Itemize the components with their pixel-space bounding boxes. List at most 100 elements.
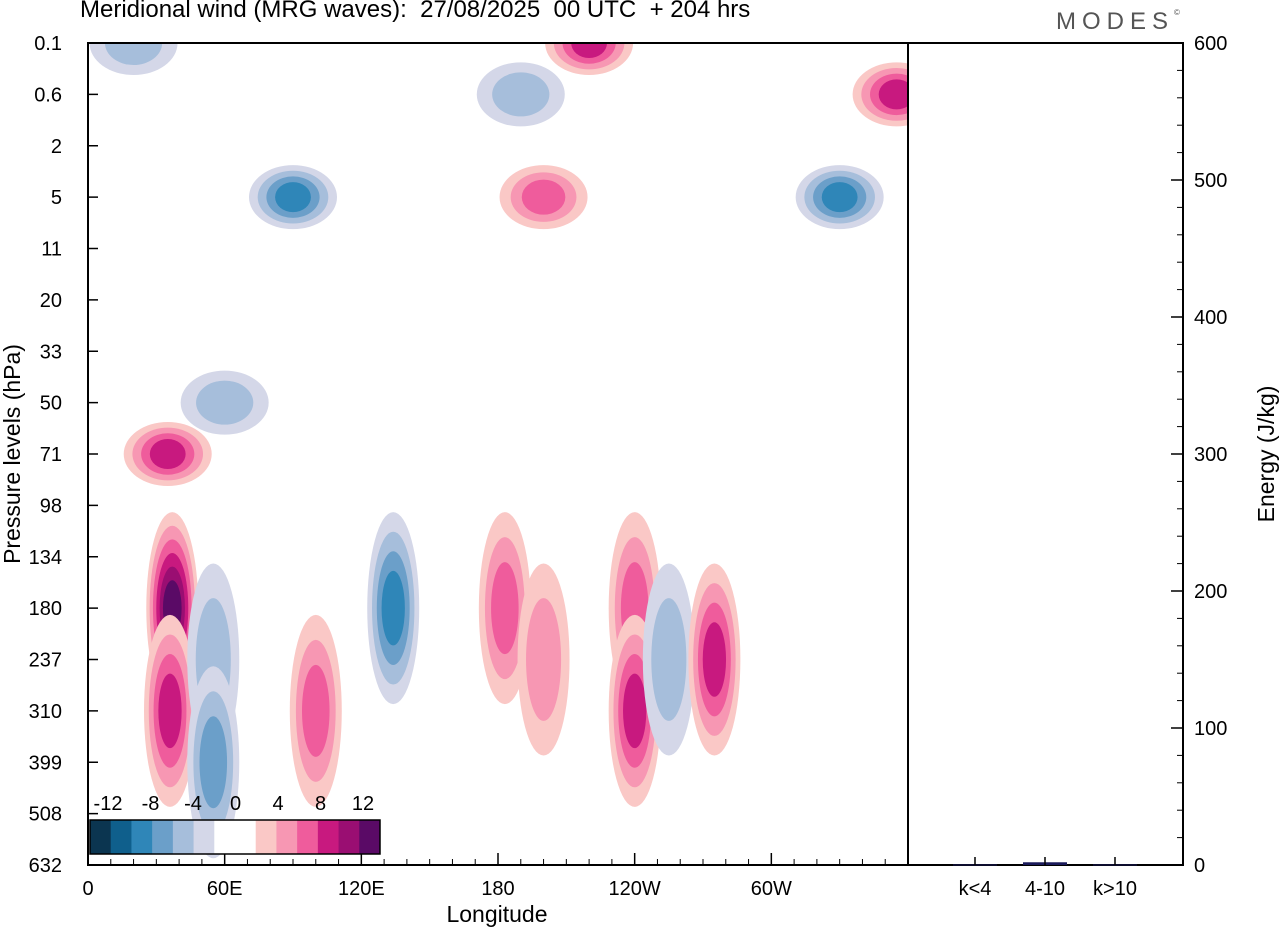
heatmap-feature <box>545 43 634 75</box>
x-tick-label: 120E <box>338 878 385 900</box>
category-label: 4-10 <box>1025 878 1065 900</box>
colorbar-swatch <box>90 820 112 854</box>
colorbar-swatch <box>110 820 132 854</box>
colorbar-swatch <box>338 820 360 854</box>
heatmap-contour <box>275 182 311 213</box>
colorbar-label: 4 <box>272 793 283 815</box>
y-tick-label: 5 <box>51 187 62 209</box>
heatmap-contour <box>623 673 647 749</box>
x-tick-label: 180 <box>481 878 514 900</box>
x-tick-label: 60W <box>751 878 792 900</box>
x-axis-label: Longitude <box>446 901 547 927</box>
colorbar: -12 -8 -4 0 4 8 12 <box>89 793 381 855</box>
y-tick-label: 508 <box>29 804 62 826</box>
energy-tick-label: 300 <box>1194 444 1227 466</box>
colorbar-swatch <box>276 820 298 854</box>
heatmap-feature <box>89 43 178 75</box>
y-tick-label: 50 <box>40 393 62 415</box>
y-tick-label: 2 <box>51 136 62 158</box>
colorbar-swatch <box>193 820 215 854</box>
heatmap-feature <box>476 62 565 127</box>
x-tick-label: 60E <box>207 878 243 900</box>
category-label: k>10 <box>1093 878 1137 900</box>
heatmap-contour <box>381 570 405 646</box>
brand-logo: MODES© <box>1056 8 1180 35</box>
heatmap-contour <box>878 79 908 110</box>
heatmap-contour <box>702 622 727 697</box>
heatmap-feature <box>852 62 908 127</box>
chart-title: Meridional wind (MRG waves): 27/08/2025 … <box>80 0 751 23</box>
heatmap-contour <box>149 438 186 470</box>
heatmap-contour <box>491 562 519 655</box>
heatmap-feature <box>517 563 570 756</box>
colorbar-label: -12 <box>94 793 123 815</box>
heatmap-contour <box>199 716 228 809</box>
heatmap-contour <box>492 72 550 117</box>
heatmap-contour <box>821 182 858 213</box>
y-tick-label: 632 <box>29 855 62 877</box>
x-tick-label: 120W <box>609 878 661 900</box>
energy-tick-label: 400 <box>1194 307 1227 329</box>
energy-tick-label: 600 <box>1194 33 1227 55</box>
energy-tick-label: 0 <box>1194 855 1205 877</box>
y-tick-label: 20 <box>40 290 62 312</box>
colorbar-swatch <box>214 820 236 854</box>
category-label: k<4 <box>959 878 992 900</box>
colorbar-label: -8 <box>142 793 160 815</box>
colorbar-swatch <box>152 820 174 854</box>
heatmap-feature <box>289 614 342 807</box>
y-tick-label: 237 <box>29 650 62 672</box>
y-tick-label: 180 <box>29 598 62 620</box>
heatmap-contour <box>302 664 330 757</box>
y-tick-label: 98 <box>40 495 62 517</box>
heatmap-feature <box>367 512 420 705</box>
heatmap-feature <box>499 165 588 230</box>
heatmap-contour <box>526 598 562 721</box>
heatmap-feature <box>144 614 196 807</box>
heatmap-contour <box>521 179 566 215</box>
colorbar-swatch <box>172 820 195 854</box>
y-tick-label: 134 <box>29 547 62 569</box>
energy-tick-label: 500 <box>1194 170 1227 192</box>
y-axis-label: Pressure levels (hPa) <box>0 344 25 564</box>
colorbar-label: 8 <box>315 793 326 815</box>
colorbar-swatch <box>359 820 381 854</box>
heatmap-area <box>89 43 908 859</box>
colorbar-swatch <box>131 820 153 854</box>
colorbar-swatch <box>235 820 257 854</box>
y-tick-label: 0.6 <box>34 84 62 106</box>
colorbar-swatch <box>297 820 319 854</box>
pressure-axis: 0.1 0.6 2 5 11 20 33 50 71 98 134 180 237 310 399 508 63… <box>29 33 98 877</box>
colorbar-frame <box>89 819 381 855</box>
heatmap-contour <box>571 43 608 59</box>
heatmap-feature <box>249 165 337 230</box>
colorbar-label: 12 <box>352 793 374 815</box>
heatmap-feature <box>187 666 240 859</box>
longitude-axis: 0 60E 120E 180 120W 60W <box>82 853 886 900</box>
y-tick-label: 399 <box>29 752 62 774</box>
y-tick-label: 0.1 <box>34 33 62 55</box>
heatmap-contour <box>104 43 163 65</box>
colorbar-swatch <box>317 820 340 854</box>
energy-bars: k<4 4-10 k>10 <box>953 857 1137 900</box>
colorbar-label: 0 <box>230 793 241 815</box>
y-tick-label: 310 <box>29 701 62 723</box>
y-tick-label: 71 <box>40 444 62 466</box>
heatmap-contour <box>651 598 687 721</box>
y-tick-label: 33 <box>40 341 62 363</box>
energy-axis: 0 100 200 300 400 500 600 <box>1171 33 1227 877</box>
heatmap-feature <box>180 370 269 435</box>
energy-axis-label: Energy (J/kg) <box>1253 386 1279 523</box>
heatmap-contour <box>158 673 182 749</box>
y-tick-label: 11 <box>41 239 62 261</box>
energy-tick-label: 200 <box>1194 581 1227 603</box>
energy-tick-label: 100 <box>1194 718 1227 740</box>
heatmap-contour <box>196 380 254 425</box>
heatmap-feature <box>795 165 884 230</box>
x-tick-label: 0 <box>82 878 93 900</box>
heatmap-feature <box>123 422 212 486</box>
colorbar-swatch <box>255 820 277 854</box>
heatmap-feature <box>642 563 695 756</box>
colorbar-label: -4 <box>184 793 202 815</box>
